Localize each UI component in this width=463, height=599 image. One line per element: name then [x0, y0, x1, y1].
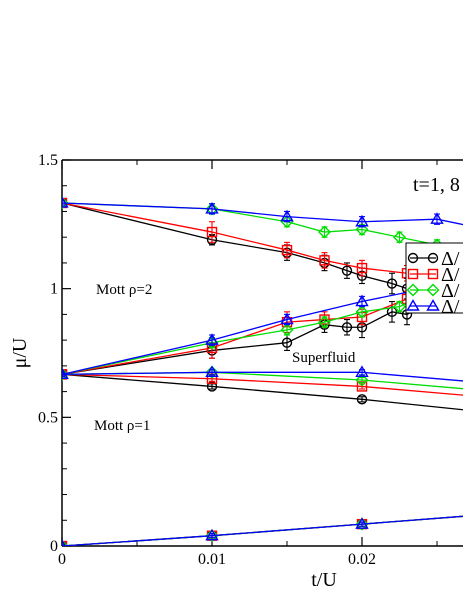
- data-point: [206, 226, 218, 238]
- series-3: [62, 196, 463, 546]
- data-point: [356, 262, 368, 274]
- x-tick-label: 0.02: [348, 551, 376, 568]
- data-point: [318, 225, 331, 239]
- data-point: [355, 214, 369, 227]
- legend-marker-3: [406, 283, 420, 297]
- mott1-label: Mott ρ=1: [94, 418, 150, 434]
- plot-frame: [61, 159, 463, 547]
- series-4-line: [62, 515, 463, 546]
- mott2-label: Mott ρ=2: [96, 282, 152, 298]
- legend-marker-2: [407, 268, 419, 280]
- y-tick-label: 1.5: [38, 152, 58, 169]
- series-3-line: [62, 202, 463, 251]
- y-axis-label: μ/U: [9, 337, 31, 368]
- series-1-line: [62, 515, 463, 546]
- data-point: [393, 300, 406, 314]
- data-point: [355, 294, 369, 307]
- legend-label-1: Δ/: [441, 248, 460, 270]
- axis-ticks: [61, 159, 438, 547]
- series-2-line: [62, 515, 463, 546]
- series-2-line: [62, 373, 463, 396]
- legend-marker-1: [427, 252, 439, 264]
- data-point: [319, 255, 330, 266]
- y-tick-label: 0: [50, 538, 58, 555]
- y-tick-label: 0.5: [38, 409, 58, 426]
- data-point: [281, 244, 293, 256]
- superfluid-label: Superfluid: [292, 350, 356, 366]
- legend-marker-1: [407, 252, 419, 264]
- legend-label-4: Δ/: [441, 296, 460, 318]
- data-point: [280, 312, 294, 325]
- data-point: [430, 212, 444, 224]
- data-point: [62, 196, 69, 210]
- params-annotation: t=1, 8: [413, 174, 460, 196]
- data-point: [281, 337, 293, 348]
- data-point: [280, 323, 294, 337]
- legend-label-2: Δ/: [441, 264, 460, 286]
- x-tick-label: 0.01: [198, 551, 226, 568]
- series-2-line: [62, 298, 408, 375]
- series-4-line: [62, 371, 463, 382]
- series-1-line: [62, 373, 463, 411]
- data-point: [62, 367, 69, 380]
- series-layer: [62, 196, 463, 546]
- data-point: [205, 365, 219, 379]
- data-point: [356, 394, 368, 405]
- y-tick-label: 1: [50, 281, 58, 298]
- x-axis-label: t/U: [311, 569, 337, 591]
- data-point: [206, 381, 218, 392]
- data-point: [355, 373, 369, 387]
- series-2-line: [62, 202, 408, 274]
- legend: Δ/Δ/Δ/Δ/: [405, 242, 463, 318]
- data-point: [62, 539, 69, 546]
- data-point: [318, 315, 331, 329]
- x-tick-label: 0: [58, 551, 66, 568]
- data-point: [386, 278, 398, 289]
- data-point: [205, 365, 219, 377]
- series-3-line: [62, 371, 463, 390]
- legend-marker-4: [426, 299, 440, 311]
- data-point: [62, 196, 69, 208]
- series-4: [62, 196, 463, 546]
- legend-marker-4: [406, 299, 420, 311]
- data-point: [355, 517, 369, 531]
- data-point: [205, 333, 219, 345]
- data-point: [341, 265, 353, 276]
- series-1-line: [62, 202, 438, 295]
- data-point: [341, 322, 353, 333]
- data-point: [205, 528, 219, 541]
- data-point: [62, 539, 66, 546]
- data-point: [280, 209, 294, 222]
- legend-marker-3: [426, 283, 440, 297]
- data-point: [355, 222, 369, 236]
- series-4-line: [62, 202, 463, 226]
- data-point: [355, 365, 369, 377]
- legend-marker-2: [427, 268, 439, 280]
- data-point: [355, 517, 369, 529]
- data-point: [205, 529, 219, 543]
- data-point: [355, 305, 369, 319]
- legend-label-3: Δ/: [441, 280, 460, 302]
- data-point: [205, 201, 219, 214]
- data-point: [62, 367, 69, 381]
- series-3-line: [62, 515, 463, 546]
- axis-tick-labels: 00.010.020.030.040.0500.511.5: [38, 152, 376, 568]
- data-point: [393, 230, 406, 244]
